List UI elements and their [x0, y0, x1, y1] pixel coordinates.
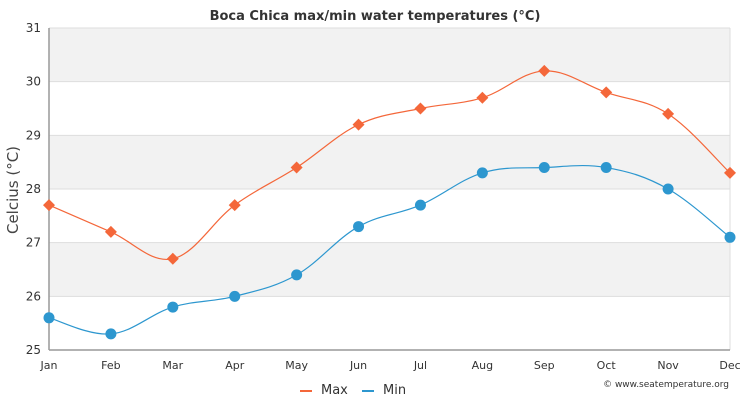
y-tick-label: 29 — [26, 128, 41, 142]
legend-label: Min — [383, 383, 406, 398]
data-point-max — [290, 161, 303, 174]
x-tick-label: Sep — [534, 359, 555, 372]
legend-item-max[interactable]: Max — [300, 383, 348, 398]
data-point-max — [166, 252, 179, 265]
y-tick-label: 31 — [26, 21, 41, 35]
data-point-max — [662, 107, 675, 120]
data-point-min — [353, 221, 365, 233]
legend-label: Max — [321, 383, 348, 398]
y-axis-ticks: 25 26 27 28 29 30 31 — [26, 21, 41, 357]
data-point-min — [105, 328, 117, 340]
y-tick-label: 25 — [26, 343, 41, 357]
data-point-max — [43, 199, 55, 212]
x-tick-label: Jul — [413, 359, 427, 372]
x-tick-label: Nov — [657, 359, 679, 372]
data-point-min — [291, 269, 303, 281]
data-point-min — [167, 301, 179, 313]
data-point-min — [538, 162, 550, 174]
chart-title: Boca Chica max/min water temperatures (°… — [210, 9, 541, 24]
x-tick-label: Aug — [472, 359, 493, 372]
data-point-min — [476, 167, 488, 179]
legend-item-min[interactable]: Min — [362, 383, 406, 398]
x-tick-label: Jun — [349, 359, 367, 372]
data-point-max — [724, 166, 736, 179]
series-layer — [43, 64, 736, 340]
x-tick-label: Jan — [40, 359, 58, 372]
y-tick-label: 27 — [26, 236, 41, 250]
x-tick-label: Oct — [597, 359, 617, 372]
data-point-max — [538, 64, 551, 77]
axes — [48, 28, 730, 351]
data-point-max — [104, 225, 117, 238]
data-point-max — [600, 86, 613, 99]
data-point-min — [414, 199, 426, 211]
x-tick-label: Apr — [225, 359, 245, 372]
series-min — [43, 162, 736, 340]
data-point-max — [476, 91, 489, 104]
grid-band — [49, 28, 730, 82]
data-point-min — [600, 162, 612, 174]
grid-bands — [49, 28, 730, 297]
x-tick-label: Mar — [162, 359, 183, 372]
series-line-min — [48, 164, 731, 335]
credit-text: © www.seatemperature.org — [603, 380, 729, 390]
y-tick-label: 28 — [26, 182, 41, 196]
x-tick-label: May — [285, 359, 308, 372]
data-point-max — [228, 199, 241, 212]
data-point-min — [724, 231, 736, 243]
grid-band — [49, 242, 730, 297]
data-point-min — [229, 290, 241, 302]
grid-band — [49, 135, 730, 189]
y-tick-label: 30 — [26, 75, 41, 89]
data-point-min — [43, 312, 55, 324]
y-axis-label: Celcius (°C) — [4, 146, 22, 234]
x-tick-label: Feb — [101, 359, 120, 372]
series-max — [43, 64, 736, 265]
x-tick-label: Dec — [719, 359, 740, 372]
x-axis-ticks: Jan Feb Mar Apr May Jun Jul Aug Sep Oct Nov Dec — [40, 359, 741, 372]
y-tick-label: 26 — [26, 289, 41, 303]
legend[interactable]: Max Min — [300, 383, 406, 398]
data-point-max — [352, 118, 365, 131]
data-point-min — [662, 183, 674, 195]
data-point-max — [414, 102, 427, 115]
